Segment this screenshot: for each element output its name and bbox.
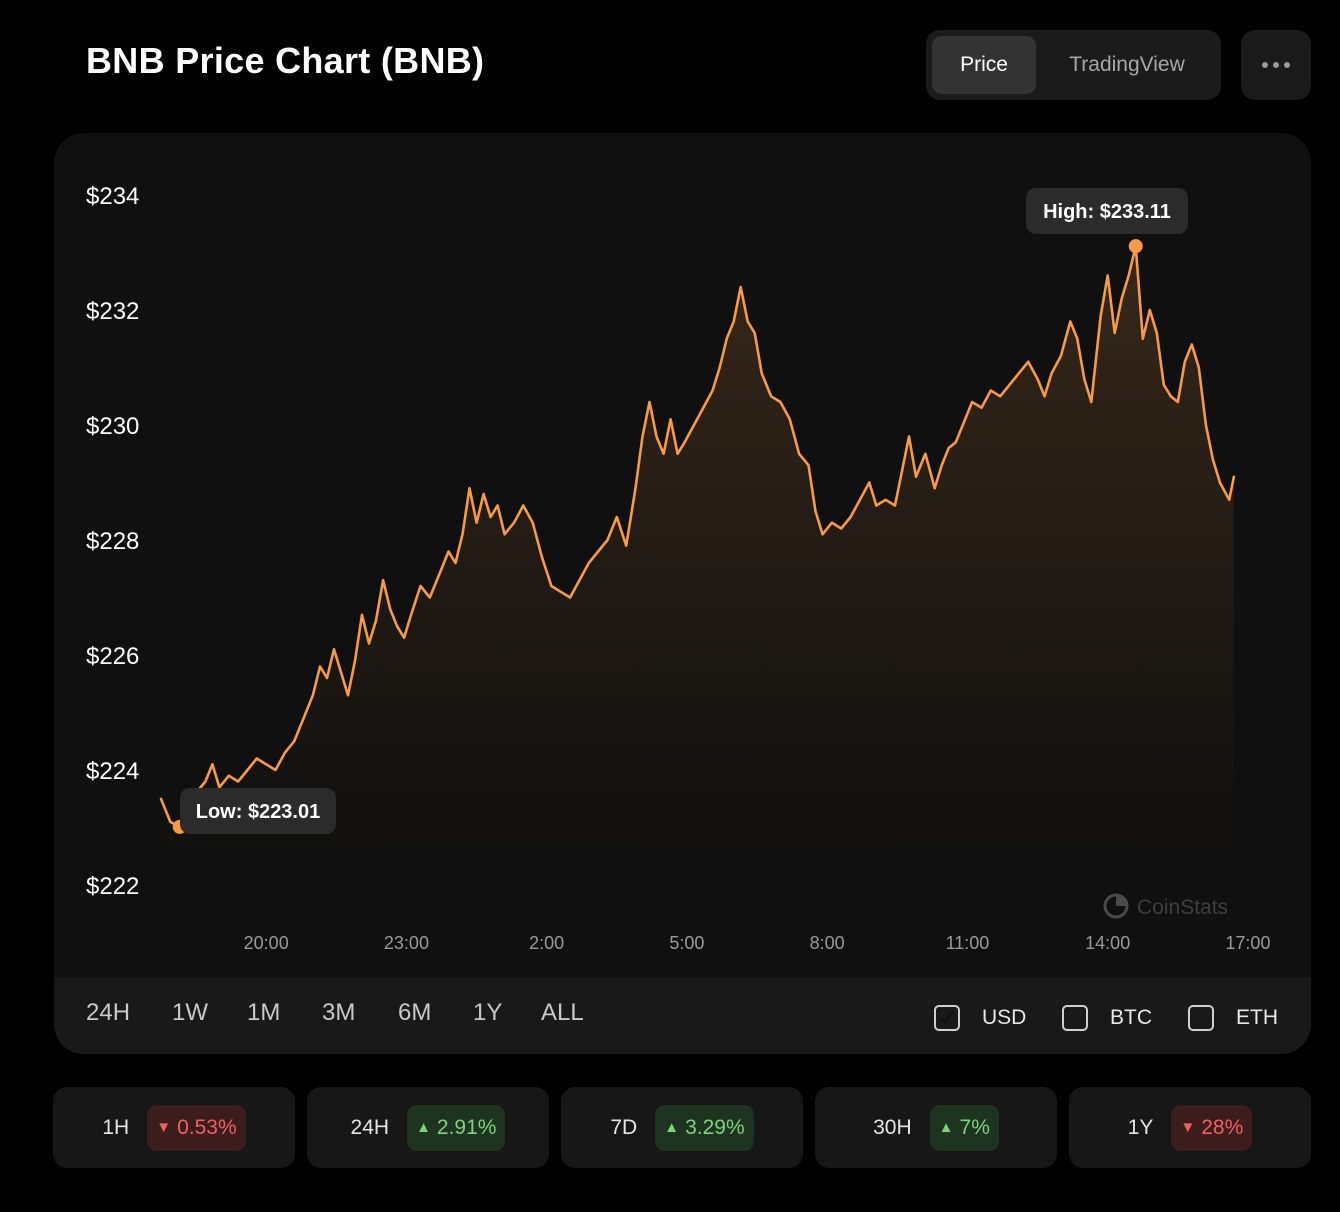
low-tooltip xyxy=(180,788,336,834)
currency-option-btc[interactable]: BTC xyxy=(1062,1003,1152,1033)
y-tick-label: $230 xyxy=(86,413,139,440)
chart-card: $234 $232 $230 $228 $226 $224 $222 20:00 23:00 2:… xyxy=(54,133,1311,1054)
stat-label: 30H xyxy=(873,1115,912,1139)
coinstats-watermark: CoinStats xyxy=(1103,893,1228,919)
arrow-up-icon: ▲ xyxy=(416,1118,431,1136)
currency-option-usd[interactable]: USD xyxy=(934,1003,1026,1033)
x-tick-label: 2:00 xyxy=(529,933,564,953)
stat-label: 24H xyxy=(350,1115,390,1139)
price-view-button[interactable]: Price xyxy=(932,36,1036,94)
change-badge: ▲ 3.29% xyxy=(655,1104,754,1151)
price-area xyxy=(161,246,1234,865)
change-badge: ▼ 28% xyxy=(1171,1104,1253,1151)
range-button-6m[interactable]: 6M xyxy=(398,999,432,1026)
check-icon xyxy=(939,1011,955,1024)
x-tick-label: 23:00 xyxy=(384,933,429,953)
stat-label: 1Y xyxy=(1127,1115,1154,1139)
x-tick-label: 11:00 xyxy=(946,933,990,953)
low-label: Low: $223.01 xyxy=(196,801,321,823)
y-tick-label: $232 xyxy=(86,298,139,325)
y-tick-label: $234 xyxy=(86,183,139,210)
stat-label: 7D xyxy=(610,1115,638,1139)
eth-checkbox[interactable] xyxy=(1188,1005,1214,1031)
arrow-up-icon: ▲ xyxy=(938,1118,954,1136)
chart-controls xyxy=(54,977,1311,1054)
more-dot-icon xyxy=(1262,62,1268,68)
range-button-1m[interactable]: 1M xyxy=(247,999,281,1026)
stat-card-24h: 24H ▲ 2.91% xyxy=(307,1087,549,1168)
x-tick-label: 14:00 xyxy=(1085,933,1130,953)
more-dot-icon xyxy=(1273,62,1279,68)
x-tick-label: 8:00 xyxy=(810,933,845,953)
arrow-down-icon: ▼ xyxy=(1180,1118,1196,1136)
arrow-down-icon: ▼ xyxy=(156,1118,172,1136)
stat-card-30h: 30H ▲ 7% xyxy=(815,1087,1057,1168)
more-dot-icon xyxy=(1284,62,1290,68)
change-value: 3.29% xyxy=(685,1115,745,1139)
change-value: 7% xyxy=(959,1115,990,1139)
x-tick-label: 5:00 xyxy=(669,933,704,953)
change-value: 0.53% xyxy=(177,1115,237,1139)
view-toggle: Price TradingView xyxy=(926,30,1221,100)
y-tick-label: $226 xyxy=(86,643,139,670)
range-button-1y[interactable]: 1Y xyxy=(473,999,503,1026)
range-button-3m[interactable]: 3M xyxy=(322,999,356,1026)
x-tick-label: 20:00 xyxy=(244,933,289,953)
high-label: High: $233.11 xyxy=(1043,201,1171,223)
change-value: 2.91% xyxy=(436,1115,497,1139)
page-title: BNB Price Chart (BNB) xyxy=(86,40,485,81)
usd-label: USD xyxy=(982,1006,1027,1029)
eth-label: ETH xyxy=(1236,1006,1278,1029)
high-tooltip xyxy=(1026,188,1188,234)
arrow-up-icon: ▲ xyxy=(664,1118,680,1136)
price-chart[interactable]: $234 $232 $230 $228 $226 $224 $222 20:00 23:00 2:… xyxy=(54,133,1311,977)
stat-label: 1H xyxy=(102,1115,130,1139)
change-value: 28% xyxy=(1201,1115,1244,1139)
stat-card-1h: 1H ▼ 0.53% xyxy=(53,1087,295,1168)
range-button-1w[interactable]: 1W xyxy=(172,999,208,1026)
btc-checkbox[interactable] xyxy=(1062,1005,1088,1031)
x-tick-label: 17:00 xyxy=(1225,933,1270,953)
y-tick-label: $224 xyxy=(86,758,139,785)
more-options-button[interactable] xyxy=(1241,30,1311,100)
change-badge: ▲ 7% xyxy=(929,1104,999,1151)
stat-card-1y: 1Y ▼ 28% xyxy=(1069,1087,1311,1168)
stat-card-7d: 7D ▲ 3.29% xyxy=(561,1087,803,1168)
y-tick-label: $228 xyxy=(86,528,139,555)
change-badge: ▲ 2.91% xyxy=(407,1104,506,1151)
currency-option-eth[interactable]: ETH xyxy=(1188,1003,1278,1033)
range-button-all[interactable]: ALL xyxy=(541,999,584,1026)
change-badge: ▼ 0.53% xyxy=(147,1104,246,1151)
price-line xyxy=(159,244,1236,829)
usd-checkbox[interactable] xyxy=(934,1005,960,1031)
tradingview-button[interactable]: TradingView xyxy=(1069,53,1185,76)
y-tick-label: $222 xyxy=(86,873,139,900)
watermark-text: CoinStats xyxy=(1137,896,1228,919)
range-button-24h[interactable]: 24H xyxy=(86,999,131,1026)
high-marker xyxy=(1128,239,1143,254)
btc-label: BTC xyxy=(1110,1006,1152,1029)
coinstats-logo-icon xyxy=(1103,893,1129,919)
